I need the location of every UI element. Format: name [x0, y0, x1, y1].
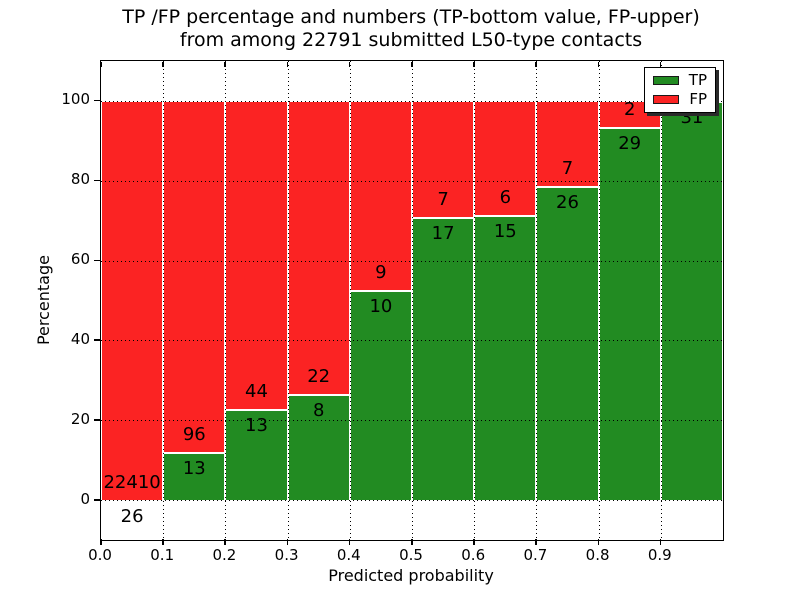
bar-fp-count-label: 6: [499, 186, 512, 208]
x-tick-top: [473, 61, 475, 67]
chart-title-line2: from among 22791 submitted L50-type cont…: [179, 29, 643, 51]
bar-tp-count-label: 29: [618, 132, 642, 154]
legend-item-fp: FP: [653, 91, 707, 109]
bar-tp-count-label: 15: [493, 220, 517, 242]
plot-area: TP FP 22410 26 96 13 44 13 22 8 9 10 7 17 6 15 7 26 2 29 3…: [100, 60, 724, 541]
x-tick-top: [224, 61, 226, 67]
x-tick-label: 0.3: [274, 546, 299, 564]
bar-tp-count-label: 26: [556, 191, 579, 213]
x-tick: [597, 539, 600, 545]
x-gridline: [163, 61, 165, 540]
bar-tp-count-label: 17: [431, 223, 455, 245]
chart-title-line1: TP /FP percentage and numbers (TP-bottom…: [122, 6, 700, 28]
y-tick: [94, 99, 100, 102]
bar-tp-segment: [225, 409, 288, 501]
x-gridline: [474, 61, 476, 540]
x-tick: [411, 539, 413, 545]
bar-fp-count-label: 7: [437, 189, 449, 211]
x-tick-top: [162, 61, 164, 67]
legend: TP FP: [644, 67, 716, 113]
x-tick: [224, 539, 226, 545]
x-tick-top: [100, 61, 102, 67]
x-tick-top: [348, 61, 351, 67]
bar-fp-segment: [287, 100, 350, 394]
x-tick: [286, 539, 289, 545]
y-tick-label: 100: [61, 90, 90, 109]
x-tick-label: 0.0: [88, 546, 112, 564]
bar-fp-count-label: 9: [375, 262, 387, 283]
x-tick: [535, 539, 537, 545]
y-tick-label: 40: [70, 329, 90, 348]
x-tick: [348, 539, 351, 545]
x-gridline: [287, 61, 289, 540]
legend-fp-swatch: [653, 95, 679, 104]
legend-tp-swatch: [653, 76, 679, 85]
y-tick: [94, 179, 100, 182]
bar-fp-count-label: 22410: [103, 471, 161, 493]
x-tick-top: [286, 61, 289, 67]
x-tick-label: 0.1: [150, 546, 175, 564]
y-tick-label: 80: [70, 170, 90, 189]
x-gridline: [412, 61, 413, 540]
bar-fp-count-label: 7: [561, 157, 574, 179]
bar-tp-segment: [660, 100, 723, 501]
x-tick: [100, 539, 102, 545]
bar-fp-segment: [163, 100, 226, 453]
bar-fp-count-label: 22: [307, 365, 331, 387]
bar-tp-segment: [349, 289, 412, 501]
x-tick: [162, 539, 164, 545]
bar-tp-segment: [412, 217, 475, 501]
bar-tp-count-label: 8: [312, 399, 325, 421]
y-tick: [94, 339, 100, 341]
y-tick: [94, 259, 100, 262]
x-gridline: [598, 61, 600, 540]
x-tick-label: 0.4: [336, 546, 361, 564]
y-tick: [94, 419, 100, 421]
bar-fp-count-label: 44: [245, 381, 268, 403]
x-tick-label: 0.2: [212, 546, 237, 564]
x-tick-label: 0.5: [399, 546, 423, 564]
y-tick-label: 0: [80, 489, 90, 508]
bar-tp-count-label: 13: [245, 415, 268, 437]
x-axis-label: Predicted probability: [328, 566, 494, 585]
x-tick: [659, 539, 662, 545]
x-tick-label: 0.7: [523, 546, 548, 564]
bar-tp-segment: [287, 393, 350, 501]
bar-fp-segment: [101, 100, 164, 500]
x-tick-top: [411, 61, 413, 67]
x-gridline: [660, 61, 662, 540]
bar-tp-segment: [474, 214, 537, 501]
bar-fp-count-label: 96: [182, 424, 206, 446]
y-axis-label: Percentage: [34, 255, 53, 346]
bar-tp-segment: [536, 185, 599, 501]
legend-item-tp: TP: [653, 72, 707, 90]
legend-fp-label: FP: [689, 90, 707, 108]
x-tick: [473, 539, 475, 545]
x-gridline: [349, 61, 351, 540]
x-tick-label: 0.9: [647, 546, 672, 564]
x-gridline: [536, 61, 538, 540]
x-gridline: [225, 61, 227, 540]
bar-tp-count-label: 26: [120, 505, 144, 527]
bar-fp-segment: [349, 100, 412, 290]
bar-fp-segment: [225, 100, 288, 410]
bar-fp-count-label: 2: [623, 98, 636, 120]
legend-tp-label: TP: [688, 71, 707, 89]
x-tick-top: [597, 61, 600, 67]
y-tick-label: 60: [70, 250, 90, 269]
x-tick-label: 0.6: [461, 546, 486, 564]
bar-tp-count-label: 10: [369, 295, 393, 317]
x-tick-top: [535, 61, 537, 67]
bar-tp-segment: [598, 126, 661, 501]
x-tick-top: [659, 61, 662, 67]
bar-fp-segment: [474, 100, 537, 215]
y-tick: [94, 499, 100, 501]
y-tick-label: 20: [70, 409, 90, 428]
bar-tp-count-label: 13: [182, 458, 206, 480]
x-tick-label: 0.8: [585, 546, 610, 564]
